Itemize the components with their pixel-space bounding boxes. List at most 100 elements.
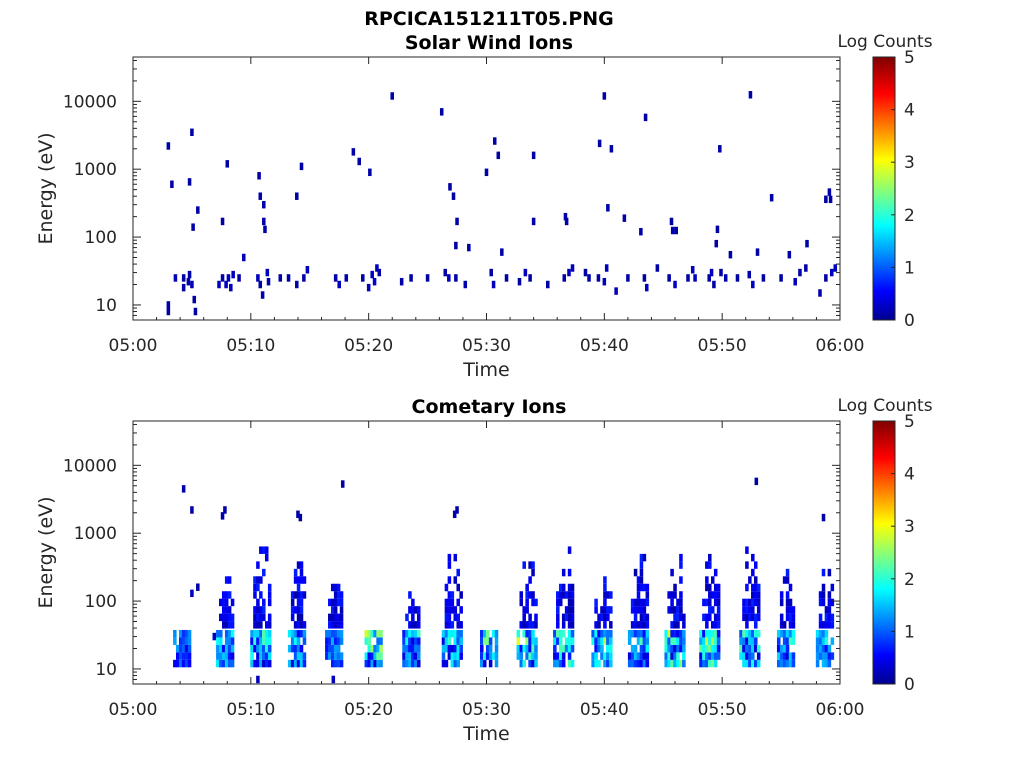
heatmap-cell: [293, 568, 298, 577]
heatmap-cell: [482, 659, 487, 668]
y-tick-label: 10: [95, 296, 117, 316]
heatmap-cell: [751, 583, 755, 592]
heatmap-cell: [699, 629, 703, 638]
heatmap-cell: [336, 652, 341, 660]
heatmap-cell: [805, 239, 809, 248]
heatmap-cell: [751, 637, 755, 645]
heatmap-cell: [645, 659, 650, 668]
heatmap-cell: [190, 280, 194, 289]
heatmap-cell: [679, 613, 683, 622]
heatmap-cell: [256, 637, 260, 645]
heatmap-cell: [414, 644, 418, 653]
heatmap-cell: [827, 598, 832, 607]
heatmap-cell: [405, 613, 409, 622]
heatmap-cell: [528, 591, 532, 599]
heatmap-cell: [609, 644, 613, 653]
heatmap-cell: [564, 613, 569, 622]
heatmap-cell: [708, 591, 712, 599]
heatmap-cell: [745, 561, 749, 569]
heatmap-cell: [224, 652, 229, 660]
heatmap-cell: [184, 652, 189, 660]
heatmap-cell: [676, 598, 680, 607]
heatmap-cell: [600, 629, 604, 638]
heatmap-cell: [293, 659, 298, 668]
heatmap-cell: [567, 629, 572, 638]
heatmap-cell: [488, 644, 493, 653]
heatmap-cell: [330, 629, 335, 638]
heatmap-cell: [192, 295, 197, 304]
heatmap-cell: [670, 598, 674, 607]
heatmap-cell: [516, 629, 521, 638]
heatmap-cell: [441, 652, 446, 660]
heatmap-cell: [673, 621, 677, 629]
x-axis-label: Time: [462, 723, 510, 745]
heatmap-cell: [702, 613, 706, 622]
heatmap-cell: [219, 637, 223, 645]
heatmap-cell: [606, 204, 610, 212]
heatmap-cell: [485, 629, 490, 638]
heatmap-cell: [181, 644, 186, 653]
heatmap-cell: [667, 659, 671, 668]
x-tick-label: 05:50: [698, 336, 747, 356]
heatmap-cell: [370, 659, 374, 668]
axes: 05:00 05:10 05:20 05:30 05:40 05:50 06:00 Time 1…: [35, 56, 865, 381]
heatmap-cell: [827, 188, 832, 196]
heatmap-cell: [411, 644, 415, 653]
heatmap-cell: [441, 637, 446, 645]
heatmap-cell: [516, 637, 521, 645]
heatmap-cell: [408, 629, 412, 638]
heatmap-cell: [266, 277, 271, 286]
heatmap-cell: [259, 629, 263, 638]
heatmap-cell: [682, 644, 686, 653]
heatmap-cell: [597, 637, 601, 645]
heatmap-cell: [705, 637, 709, 645]
heatmap-cell: [673, 583, 677, 592]
heatmap-cell: [676, 659, 680, 668]
heatmap-cell: [336, 644, 341, 653]
heatmap-cell: [173, 274, 178, 282]
heatmap-cell: [824, 606, 829, 614]
y-tick-label: 10000: [63, 456, 117, 476]
heatmap-cell: [715, 225, 720, 234]
heatmap-cell: [525, 621, 529, 629]
heatmap-cell: [290, 629, 295, 638]
heatmap-cell: [708, 637, 712, 645]
heatmap-cell: [411, 659, 415, 668]
heatmap-cell: [556, 613, 560, 622]
heatmap-cell: [818, 652, 823, 660]
x-tick-label: 05:20: [344, 336, 393, 356]
heatmap-cell: [558, 598, 563, 607]
heatmap-cell: [716, 637, 721, 645]
heatmap-cell: [267, 621, 272, 629]
heatmap-cell: [751, 280, 755, 289]
heatmap-cell: [716, 606, 721, 614]
heatmap-cell: [293, 576, 298, 584]
heatmap-cell: [591, 637, 595, 645]
heatmap-cell: [256, 274, 260, 282]
heatmap-cell: [447, 637, 452, 645]
heatmap-cell: [713, 568, 718, 577]
heatmap-cell: [253, 613, 257, 622]
heatmap-cell: [328, 629, 332, 638]
heatmap-cell: [742, 652, 746, 660]
heatmap-cell: [328, 613, 332, 622]
heatmap-cell: [702, 644, 706, 653]
y-axis-label: Energy (eV): [35, 132, 57, 244]
heatmap-cell: [224, 598, 229, 607]
heatmap-cell: [570, 583, 575, 592]
heatmap-cell: [824, 637, 829, 645]
heatmap-cell: [787, 250, 792, 259]
heatmap-cell: [670, 629, 674, 638]
heatmap-cell: [259, 576, 263, 584]
heatmap-cell: [330, 583, 335, 592]
heatmap-cell: [361, 274, 365, 282]
heatmap-cell: [636, 637, 641, 645]
heatmap-cell: [679, 598, 683, 607]
heatmap-cell: [267, 652, 272, 660]
heatmap-cell: [679, 629, 683, 638]
heatmap-cell: [756, 644, 761, 653]
heatmap-cell: [494, 659, 499, 668]
y-tick-label: 1000: [74, 160, 117, 180]
colorbar-tick-label: 1: [904, 258, 915, 278]
heatmap-cell: [707, 274, 711, 282]
